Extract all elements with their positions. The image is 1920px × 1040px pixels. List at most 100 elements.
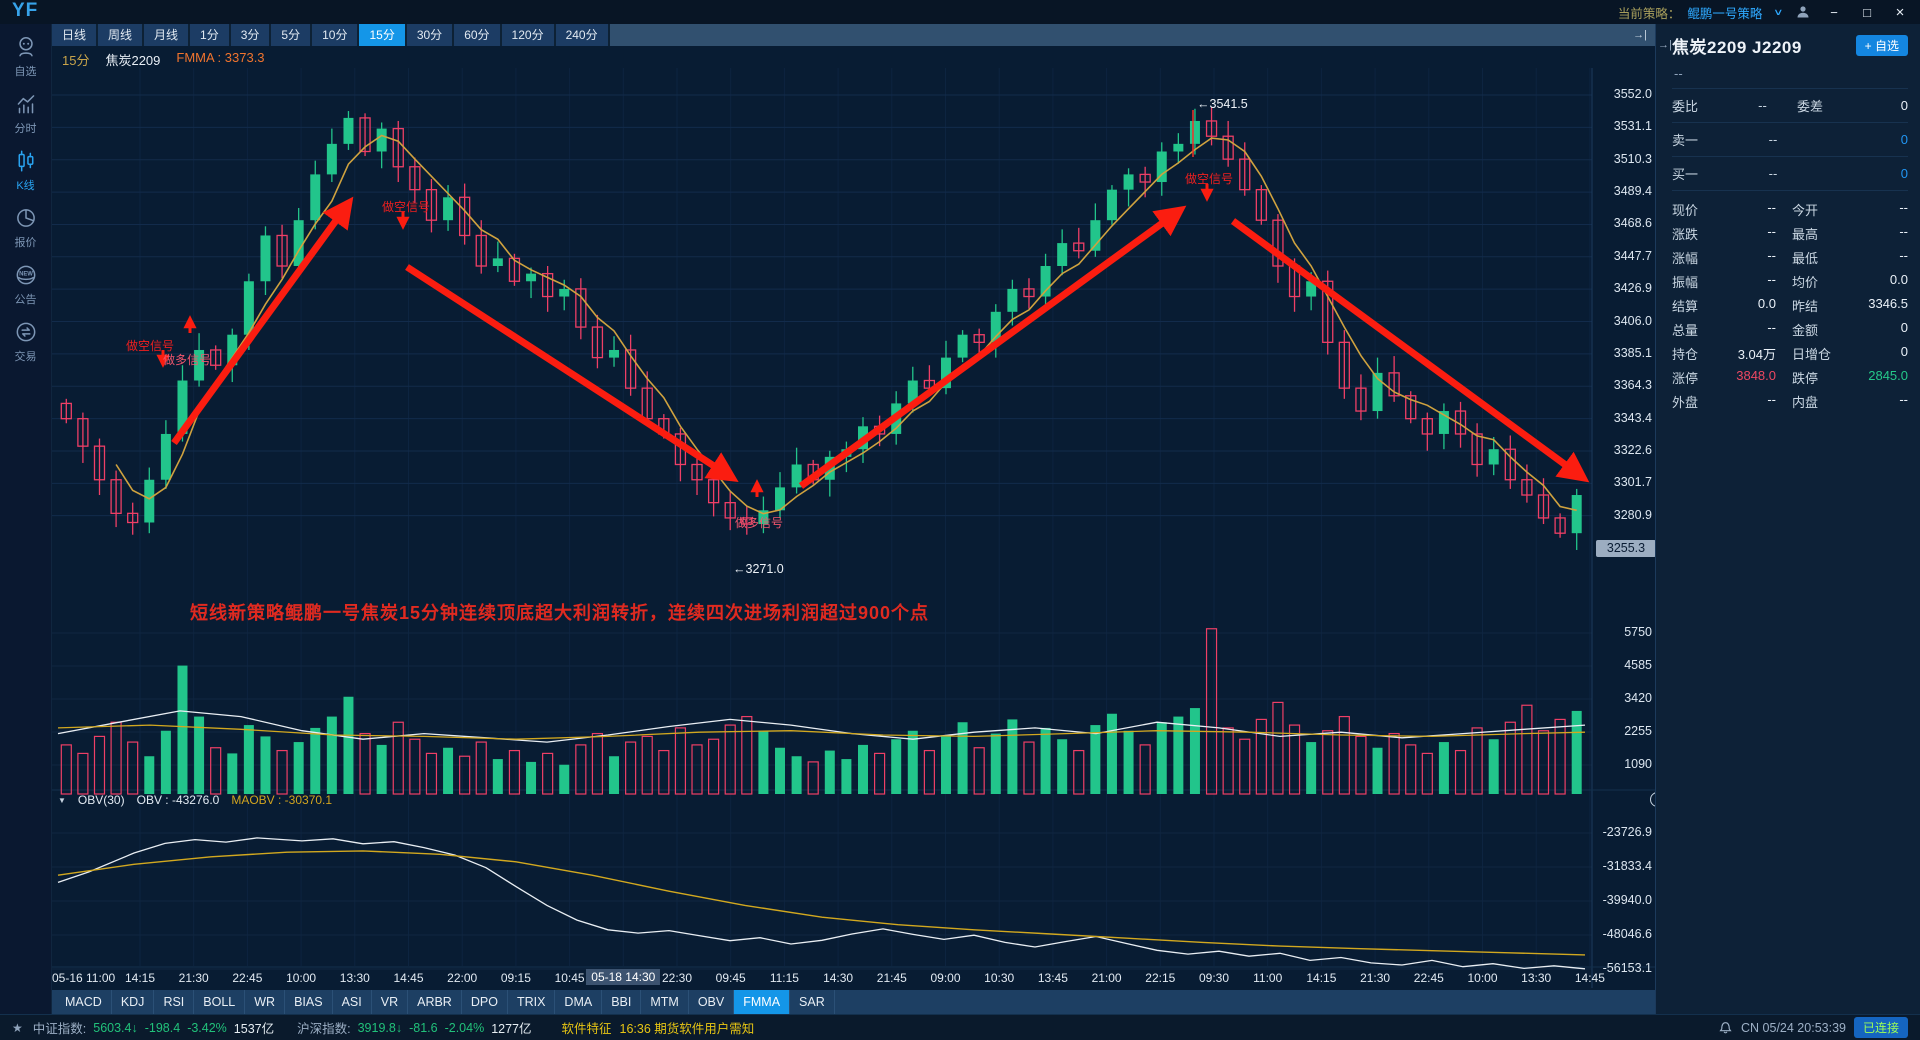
- indicator-tab-BBI[interactable]: BBI: [602, 990, 642, 1014]
- pin-icon[interactable]: ★: [12, 1020, 23, 1035]
- chevron-down-icon[interactable]: ▼: [58, 795, 66, 805]
- indicator-tab-TRIX[interactable]: TRIX: [508, 990, 556, 1014]
- candle: [127, 502, 139, 535]
- sidebar-item-label: 自选: [14, 66, 37, 78]
- bell-icon[interactable]: [1718, 1018, 1733, 1037]
- weibi-value: --: [1758, 98, 1767, 113]
- indicator-tab-RSI[interactable]: RSI: [154, 990, 195, 1014]
- timeframe-tab-5分[interactable]: 5分: [271, 24, 311, 46]
- quote-value: --: [1767, 199, 1776, 215]
- timeframe-tab-3分[interactable]: 3分: [230, 24, 270, 46]
- indicator-tab-VR[interactable]: VR: [372, 990, 409, 1014]
- sidebar-item-label: 交易: [14, 351, 37, 363]
- quote-row: 涨幅 -- 最低 --: [1672, 245, 1908, 269]
- quote-label: 日增仓: [1792, 346, 1832, 362]
- chevron-down-icon[interactable]: ∨: [1773, 6, 1784, 17]
- indicator-tab-MTM[interactable]: MTM: [641, 990, 689, 1014]
- quote-label: 现价: [1672, 202, 1699, 218]
- candle: [707, 470, 720, 517]
- grid-lines: [52, 68, 1655, 988]
- candle: [392, 120, 404, 183]
- candle: [1189, 108, 1200, 155]
- index-change: -198.4: [144, 1020, 181, 1035]
- candle: [1057, 229, 1068, 276]
- quote-row: 持仓 3.04万 日增仓 0: [1672, 341, 1908, 365]
- indicator-tab-ARBR[interactable]: ARBR: [408, 990, 462, 1014]
- indicator-tab-OBV[interactable]: OBV: [689, 990, 735, 1014]
- timeframe-tab-60分[interactable]: 60分: [454, 24, 500, 46]
- timeframe-tab-10分[interactable]: 10分: [312, 24, 358, 46]
- timeframe-tab-日线[interactable]: 日线: [52, 24, 97, 46]
- timeframe-tab-月线[interactable]: 月线: [144, 24, 189, 46]
- svg-text:NEW: NEW: [19, 272, 33, 278]
- candle: [957, 330, 968, 363]
- sidebar-item-K线[interactable]: K线: [13, 148, 39, 193]
- user-icon[interactable]: [1795, 4, 1811, 20]
- indicator-tab-DMA[interactable]: DMA: [555, 990, 603, 1014]
- sidebar-item-label: 报价: [14, 237, 37, 249]
- restore-button[interactable]: □: [1863, 4, 1871, 20]
- panel-collapse-icon[interactable]: →|: [1658, 39, 1672, 51]
- sidebar-item-报价[interactable]: 报价: [13, 205, 39, 250]
- candle: [359, 113, 371, 157]
- index-amount: 1537亿: [233, 1022, 275, 1036]
- sidebar-item-公告[interactable]: NEW 公告: [13, 262, 39, 307]
- timeframe-tab-15分[interactable]: 15分: [359, 24, 405, 46]
- candle: [1355, 374, 1367, 421]
- sidebar-item-交易[interactable]: 交易: [13, 319, 39, 364]
- indicator-tab-BOLL[interactable]: BOLL: [194, 990, 246, 1014]
- close-button[interactable]: ×: [1895, 3, 1905, 21]
- candle: [77, 412, 89, 463]
- indicator-tab-DPO[interactable]: DPO: [462, 990, 508, 1014]
- quote-value: --: [1899, 199, 1908, 215]
- indicator-tab-KDJ[interactable]: KDJ: [112, 990, 155, 1014]
- trade-arrows-icon: [13, 319, 39, 345]
- collapse-panel-icon[interactable]: →|: [1633, 29, 1647, 41]
- quote-row: 现价 -- 今开 --: [1672, 197, 1908, 221]
- strategy-dropdown[interactable]: 鲲鹏一号策略: [1687, 6, 1763, 21]
- sub-value: --: [1672, 58, 1908, 89]
- weibi-row: 委比 -- 委差 0: [1672, 89, 1908, 123]
- connection-status-badge[interactable]: 已连接: [1853, 1017, 1908, 1038]
- sidebar-item-分时[interactable]: 分时: [13, 91, 39, 136]
- bid-volume: 0: [1900, 166, 1908, 181]
- quote-value: --: [1767, 391, 1776, 407]
- candle: [541, 266, 554, 312]
- bid-price: --: [1768, 166, 1778, 181]
- sidebar-item-自选[interactable]: 自选: [13, 34, 39, 79]
- index-quotes: 中证指数: 5603.4↓ -198.4 -3.42% 1537亿 沪深指数: 3919.8…: [33, 1018, 532, 1037]
- minimize-button[interactable]: −: [1830, 4, 1838, 20]
- quote-label: 昨结: [1792, 298, 1819, 314]
- candle: [1488, 437, 1499, 476]
- candle: [1554, 513, 1566, 538]
- indicator-tabbar: MACD KDJ RSI BOLL WR BIAS ASI VR ARBR DPO TRIX DMA B…: [0, 990, 1655, 1014]
- trend-arrow: [1230, 218, 1590, 483]
- indicator-tab-BIAS[interactable]: BIAS: [285, 990, 333, 1014]
- trend-arrow: [171, 196, 354, 446]
- add-favorite-button[interactable]: + 自选: [1855, 35, 1908, 56]
- timeframe-tab-1分[interactable]: 1分: [190, 24, 229, 46]
- indicator-tab-SAR[interactable]: SAR: [790, 990, 835, 1014]
- quote-label: 金额: [1792, 322, 1819, 338]
- indicator-tab-WR[interactable]: WR: [245, 990, 286, 1014]
- candle: [1388, 356, 1400, 402]
- obv-panel-header: ▼ OBV(30) OBV : -43276.0 MAOBV : -30370.…: [58, 793, 332, 807]
- candle: [1156, 142, 1167, 196]
- candle: [1521, 464, 1533, 503]
- notice-link[interactable]: 软件特征: [561, 1022, 612, 1036]
- indicator-tab-FMMA[interactable]: FMMA: [734, 990, 791, 1014]
- notice-message[interactable]: 16:36 期货软件用户需知: [619, 1022, 755, 1036]
- quote-label: 跌停: [1792, 370, 1819, 386]
- candle: [110, 470, 122, 528]
- indicator-tab-ASI[interactable]: ASI: [333, 990, 372, 1014]
- timeframe-tab-120分[interactable]: 120分: [501, 24, 554, 46]
- candle: [260, 226, 271, 296]
- timeframe-tab-周线[interactable]: 周线: [98, 24, 143, 46]
- quote-label: 内盘: [1792, 394, 1819, 410]
- title-bar: YF 当前策略： 鲲鹏一号策略 ∨ − □ ×: [0, 0, 1920, 24]
- timeframe-tab-240分[interactable]: 240分: [555, 24, 608, 46]
- timeframe-tab-30分[interactable]: 30分: [406, 24, 453, 46]
- ask-volume: 0: [1900, 132, 1908, 147]
- indicator-tab-MACD[interactable]: MACD: [56, 990, 112, 1014]
